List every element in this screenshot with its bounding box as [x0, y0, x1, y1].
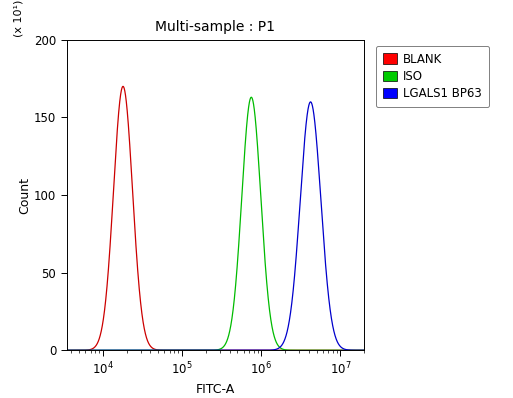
ISO [240, 179, 246, 184]
ISO [64, 348, 70, 353]
ISO [78, 348, 85, 353]
X-axis label: FITC-A: FITC-A [196, 383, 235, 396]
ISO [284, 348, 290, 353]
ISO [171, 348, 177, 353]
ISO [361, 348, 367, 353]
Title: Multi-sample : P1: Multi-sample : P1 [155, 20, 275, 35]
LGALS1 BP63 [240, 348, 246, 353]
BLANK [300, 348, 306, 353]
LGALS1 BP63 [78, 348, 85, 353]
BLANK [240, 348, 246, 353]
Y-axis label: Count: Count [18, 177, 31, 213]
Text: (x 10¹): (x 10¹) [13, 0, 23, 37]
BLANK [284, 348, 290, 353]
LGALS1 BP63 [64, 348, 70, 353]
Line: LGALS1 BP63: LGALS1 BP63 [67, 102, 364, 350]
BLANK [253, 348, 259, 353]
LGALS1 BP63 [361, 348, 367, 353]
BLANK [78, 348, 85, 353]
ISO [248, 95, 254, 100]
Line: BLANK: BLANK [67, 86, 364, 350]
ISO [300, 348, 306, 353]
ISO [253, 121, 259, 126]
LGALS1 BP63 [307, 100, 313, 104]
BLANK [120, 84, 126, 89]
Line: ISO: ISO [67, 97, 364, 350]
BLANK [361, 348, 367, 353]
BLANK [64, 348, 70, 353]
LGALS1 BP63 [171, 348, 177, 353]
LGALS1 BP63 [300, 156, 306, 161]
Legend: BLANK, ISO, LGALS1 BP63: BLANK, ISO, LGALS1 BP63 [376, 46, 489, 107]
BLANK [171, 348, 177, 353]
LGALS1 BP63 [252, 348, 259, 353]
LGALS1 BP63 [284, 329, 290, 334]
